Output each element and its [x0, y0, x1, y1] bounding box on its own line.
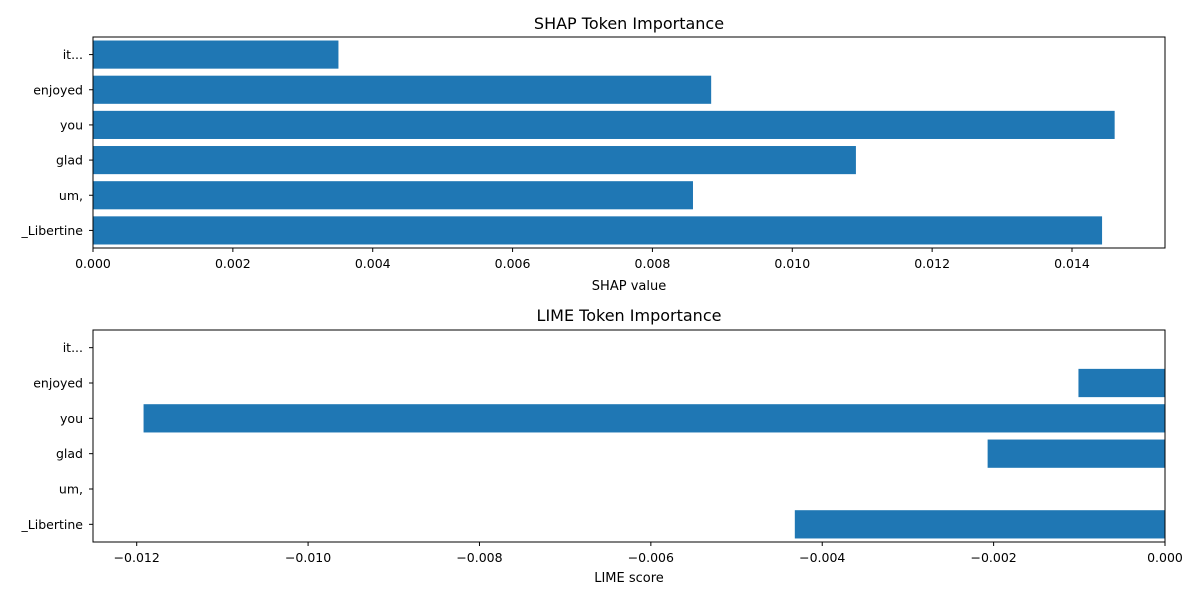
lime-y-tick-label: um, [59, 482, 83, 497]
shap-bar [93, 75, 712, 104]
lime-panel: LIME Token Importance LIME score it... en… [21, 306, 1183, 586]
lime-bar [1078, 368, 1165, 398]
shap-x-tick-label: 0.010 [774, 256, 810, 271]
shap-x-tick-label: 0.004 [355, 256, 391, 271]
shap-y-tick-label: enjoyed [33, 82, 83, 97]
lime-chart-title: LIME Token Importance [537, 306, 722, 325]
lime-x-tick-label: 0.000 [1147, 550, 1183, 565]
lime-y-tick-label: you [60, 411, 83, 426]
shap-panel: SHAP Token Importance SHAP value it... en… [21, 14, 1166, 294]
lime-x-tick-label: −0.010 [285, 550, 331, 565]
lime-y-tick-label: _Libertine [21, 517, 84, 532]
lime-bar [987, 439, 1165, 468]
shap-y-tick-label: it... [63, 47, 83, 62]
shap-y-tick-label: _Libertine [21, 223, 84, 238]
lime-x-axis-label: LIME score [594, 571, 664, 586]
lime-x-tick-label: −0.012 [114, 550, 160, 565]
shap-bar [93, 146, 856, 175]
shap-bar [93, 110, 1115, 139]
shap-x-tick-label: 0.000 [75, 256, 111, 271]
lime-x-tick-label: −0.008 [456, 550, 502, 565]
shap-x-tick-label: 0.006 [495, 256, 531, 271]
shap-bar [93, 40, 339, 69]
shap-y-tick-label: glad [56, 153, 83, 168]
shap-y-tick-label: um, [59, 188, 83, 203]
lime-x-tick-label: −0.006 [628, 550, 674, 565]
shap-x-tick-label: 0.014 [1054, 256, 1090, 271]
shap-x-axis-label: SHAP value [592, 279, 666, 294]
lime-x-tick-label: −0.002 [970, 550, 1016, 565]
shap-plot-frame [92, 36, 1166, 249]
lime-y-tick-label: enjoyed [33, 376, 83, 391]
lime-x-tick-label: −0.004 [799, 550, 845, 565]
lime-y-tick-label: it... [63, 340, 83, 355]
lime-bar [143, 404, 1165, 433]
shap-bar [93, 216, 1103, 245]
shap-x-tick-label: 0.012 [914, 256, 950, 271]
lime-y-tick-label: glad [56, 446, 83, 461]
shap-chart-title: SHAP Token Importance [534, 14, 724, 33]
shap-y-tick-label: you [60, 117, 83, 132]
lime-plot-frame [92, 329, 1166, 543]
lime-bar [794, 510, 1165, 539]
shap-x-tick-label: 0.002 [215, 256, 251, 271]
shap-bar [93, 181, 693, 210]
shap-x-tick-label: 0.008 [635, 256, 671, 271]
